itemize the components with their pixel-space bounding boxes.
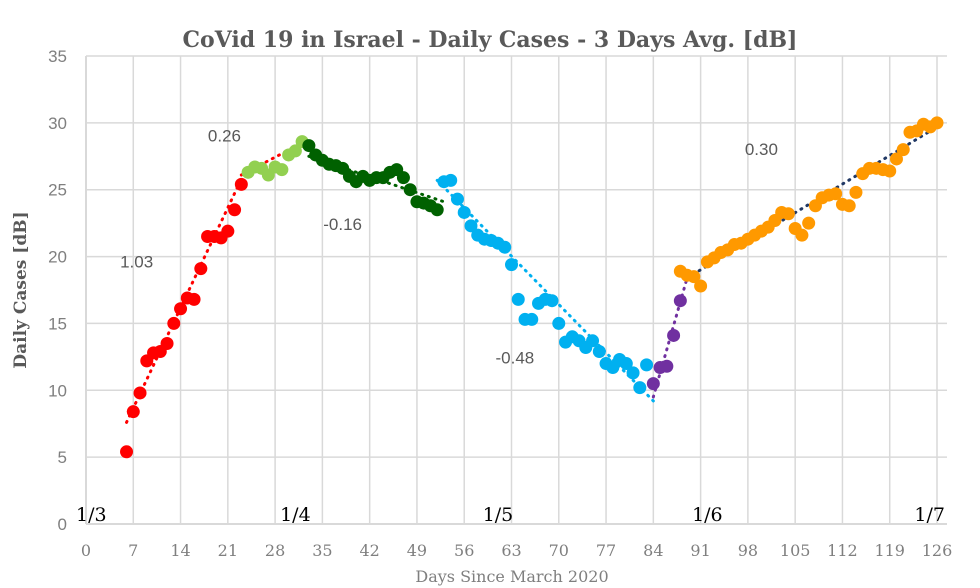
data-point xyxy=(626,366,640,380)
data-point xyxy=(667,328,681,342)
x-tick-label: 126 xyxy=(922,541,953,560)
grid xyxy=(85,55,947,525)
data-point xyxy=(829,187,843,201)
data-point xyxy=(802,216,816,230)
data-point xyxy=(586,334,600,348)
x-tick-label: 91 xyxy=(690,541,710,560)
x-tick-label: 7 xyxy=(128,541,138,560)
data-point xyxy=(896,143,910,157)
data-point xyxy=(187,292,201,306)
data-point xyxy=(646,377,660,391)
data-point xyxy=(687,270,701,284)
slope-label: 1.03 xyxy=(120,252,153,271)
data-point xyxy=(849,185,863,199)
data-point xyxy=(883,164,897,178)
y-tick-label: 15 xyxy=(48,314,67,333)
data-point xyxy=(120,445,134,459)
data-point xyxy=(302,139,316,153)
x-tick-label: 56 xyxy=(454,541,474,560)
data-point xyxy=(498,240,512,254)
data-point xyxy=(430,203,444,217)
slope-label: -0.48 xyxy=(496,349,535,368)
data-point xyxy=(633,381,647,395)
data-point xyxy=(842,199,856,213)
data-point xyxy=(640,358,654,372)
data-point xyxy=(673,294,687,308)
x-tick-label: 0 xyxy=(81,541,91,560)
data-point xyxy=(552,316,566,330)
y-tick-label: 20 xyxy=(48,248,67,267)
data-point xyxy=(457,205,471,219)
data-point xyxy=(592,345,606,359)
data-point xyxy=(396,171,410,185)
data-point xyxy=(194,262,208,276)
data-point xyxy=(525,312,539,326)
data-point xyxy=(444,173,458,187)
data-point xyxy=(545,294,559,308)
slope-labels: 1.03 0.26 -0.16 -0.48 0.30 xyxy=(120,127,778,368)
x-tick-label: 84 xyxy=(643,541,663,560)
data-points xyxy=(120,116,944,459)
data-point xyxy=(619,357,633,371)
x-tick-label: 77 xyxy=(596,541,616,560)
month-label: 1/7 xyxy=(914,504,945,526)
x-axis-label: Days Since March 2020 xyxy=(415,567,608,586)
data-point xyxy=(781,207,795,221)
data-point xyxy=(450,192,464,206)
data-point xyxy=(288,144,302,158)
x-tick-label: 21 xyxy=(218,541,238,560)
x-tick-label: 98 xyxy=(738,541,758,560)
x-tick-labels: 0 7 14 21 28 35 42 49 56 63 70 77 84 91 98 105 112 119 126 xyxy=(81,541,952,560)
month-labels: 1/3 1/4 1/5 1/6 1/7 xyxy=(76,504,945,526)
trendline-phase-4 xyxy=(435,178,655,403)
slope-label: 0.30 xyxy=(745,140,778,159)
month-label: 1/3 xyxy=(76,504,107,526)
y-tick-label: 30 xyxy=(48,114,67,133)
data-point xyxy=(660,359,674,373)
data-point xyxy=(694,279,708,293)
y-tick-label: 25 xyxy=(48,181,67,200)
chart-title: CoVid 19 in Israel - Daily Cases - 3 Day… xyxy=(183,27,798,53)
month-label: 1/4 xyxy=(280,504,311,526)
data-point xyxy=(234,177,248,191)
x-tick-label: 35 xyxy=(312,541,332,560)
month-label: 1/6 xyxy=(692,504,723,526)
x-tick-label: 63 xyxy=(501,541,521,560)
data-point xyxy=(174,302,188,316)
x-tick-label: 42 xyxy=(359,541,379,560)
data-point xyxy=(511,292,525,306)
data-point xyxy=(133,386,147,400)
x-tick-label: 119 xyxy=(874,541,905,560)
y-tick-label: 10 xyxy=(48,381,67,400)
data-point xyxy=(795,228,809,242)
x-tick-label: 28 xyxy=(265,541,285,560)
data-point xyxy=(889,152,903,166)
data-point xyxy=(505,258,518,272)
x-tick-label: 49 xyxy=(407,541,427,560)
slope-label: -0.16 xyxy=(323,215,362,234)
slope-label: 0.26 xyxy=(208,127,241,146)
x-tick-label: 70 xyxy=(549,541,569,560)
data-point xyxy=(126,405,140,419)
y-tick-labels: 0 5 10 15 20 25 30 35 xyxy=(48,47,67,534)
y-tick-label: 35 xyxy=(48,47,67,66)
x-tick-label: 14 xyxy=(170,541,190,560)
data-point xyxy=(403,183,417,197)
data-point xyxy=(228,203,242,217)
data-point xyxy=(160,336,174,350)
y-tick-label: 5 xyxy=(58,448,67,467)
month-label: 1/5 xyxy=(483,504,514,526)
data-point xyxy=(464,219,478,233)
x-tick-label: 105 xyxy=(780,541,811,560)
x-tick-label: 112 xyxy=(827,541,858,560)
data-point xyxy=(221,224,235,238)
y-tick-label: 0 xyxy=(58,515,67,534)
data-point xyxy=(275,163,289,177)
y-axis-label: Daily Cases [dB] xyxy=(11,211,31,368)
data-point xyxy=(167,316,181,330)
data-point xyxy=(930,116,944,130)
